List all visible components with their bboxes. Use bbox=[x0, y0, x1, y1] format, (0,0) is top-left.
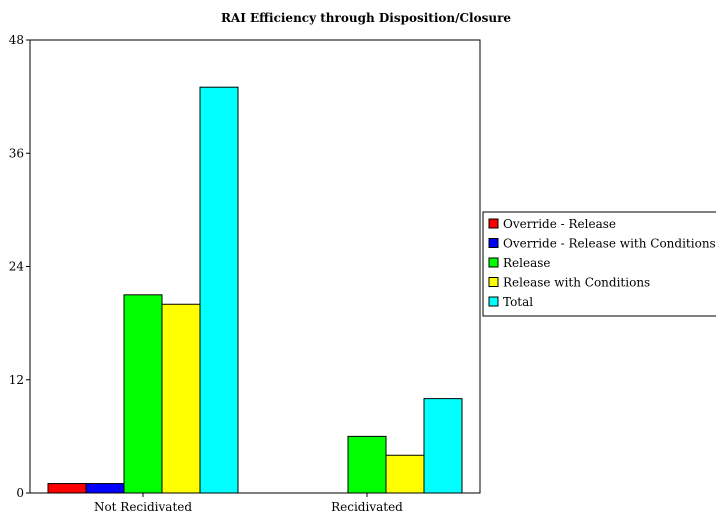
bar-release-with-conditions-recidivated bbox=[385, 454, 425, 494]
bars bbox=[47, 86, 463, 494]
legend-swatch bbox=[488, 277, 499, 287]
y-tick-label: 48 bbox=[9, 33, 24, 47]
bar-override-release-not-recidivated bbox=[47, 483, 87, 494]
legend-label: Override - Release bbox=[503, 217, 616, 231]
legend-swatch bbox=[488, 257, 499, 268]
legend-swatch bbox=[488, 218, 499, 229]
chart-title: RAI Efficiency through Disposition/Closu… bbox=[221, 11, 511, 25]
bar-release-recidivated bbox=[347, 435, 387, 494]
legend-swatch bbox=[488, 238, 499, 248]
bar-release-with-conditions-not-recidivated bbox=[161, 303, 201, 494]
y-tick-label: 36 bbox=[9, 146, 24, 160]
plot-area bbox=[29, 39, 481, 494]
y-tick-label: 12 bbox=[9, 373, 24, 387]
y-tick-label: 24 bbox=[9, 260, 25, 274]
legend-label: Release bbox=[503, 256, 551, 270]
legend-label: Release with Conditions bbox=[503, 276, 650, 290]
bar-total-recidivated bbox=[423, 398, 463, 494]
x-tick-label: Recidivated bbox=[331, 500, 403, 514]
bar-total-not-recidivated bbox=[199, 86, 239, 494]
legend-box bbox=[482, 211, 716, 317]
legend-swatch bbox=[488, 296, 499, 307]
legend-label: Override - Release with Conditions bbox=[503, 237, 716, 251]
legend-label: Total bbox=[503, 295, 533, 309]
bar-override-release-with-conditions-not-recidivated bbox=[85, 483, 125, 494]
bar-release-not-recidivated bbox=[123, 294, 163, 494]
y-tick-label: 0 bbox=[16, 486, 24, 500]
x-tick-label: Not Recidivated bbox=[94, 500, 192, 514]
x-axis: Not Recidivated Recidivated bbox=[94, 493, 403, 514]
y-axis: 0 12 24 36 48 bbox=[9, 33, 30, 500]
legend: Override - Release Override - Release wit… bbox=[482, 211, 716, 317]
